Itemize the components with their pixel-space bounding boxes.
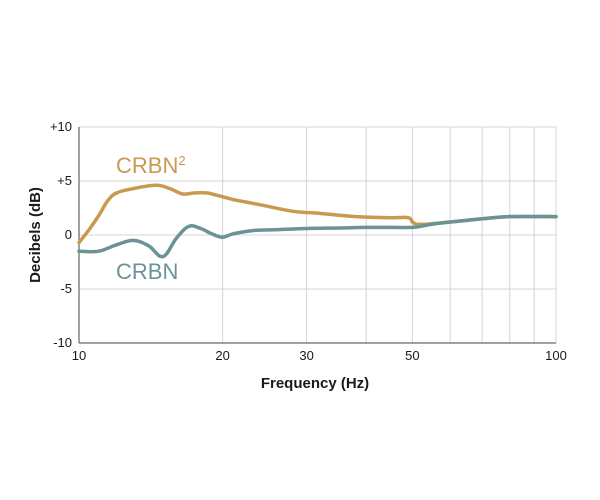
x-tick-label: 50 bbox=[405, 348, 419, 363]
x-tick-label: 10 bbox=[72, 348, 86, 363]
y-tick-label: 0 bbox=[65, 227, 72, 242]
series-label-crbn2: CRBN2 bbox=[116, 153, 186, 178]
y-tick-label: +10 bbox=[50, 119, 72, 134]
series-label-crbn: CRBN bbox=[116, 259, 178, 284]
x-axis-title: Frequency (Hz) bbox=[261, 375, 369, 392]
y-tick-label: +5 bbox=[57, 173, 72, 188]
y-axis-title: Decibels (dB) bbox=[27, 187, 44, 283]
axes bbox=[78, 127, 556, 344]
series-line-crbn2 bbox=[77, 183, 558, 245]
x-tick-labels: 10 20 30 50 100 bbox=[72, 348, 567, 363]
y-tick-label: -10 bbox=[53, 335, 72, 350]
x-tick-label: 30 bbox=[299, 348, 313, 363]
series-lines bbox=[77, 183, 558, 259]
series-line-crbn bbox=[77, 214, 558, 259]
x-tick-label: 100 bbox=[545, 348, 567, 363]
x-tick-label: 20 bbox=[215, 348, 229, 363]
y-tick-label: -5 bbox=[60, 281, 72, 296]
y-tick-labels: +10 +5 0 -5 -10 bbox=[50, 119, 72, 350]
